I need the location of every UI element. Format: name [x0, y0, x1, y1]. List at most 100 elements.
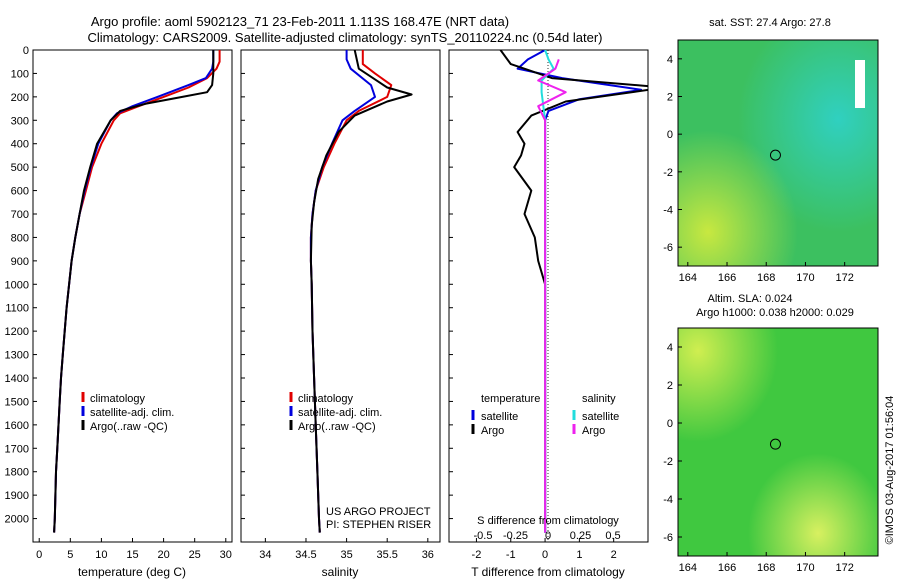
depth-tick-label: 1700 [5, 443, 29, 455]
depth-tick-label: 200 [11, 92, 29, 104]
s-diff-tick-label: 0.5 [605, 530, 620, 542]
salinity-lines [309, 50, 413, 533]
series-line-satellite-adj-clim- [309, 50, 376, 533]
sst-map-panel: sat. SST: 27.4 Argo: 27.8 164 166 168 170 17… [663, 17, 879, 284]
legend-header-temperature: temperature [481, 393, 540, 405]
depth-tick-label: 700 [11, 209, 29, 221]
difference-axis-ticks: -2 -1 0 1 2 [472, 538, 617, 561]
depth-tick-label: 300 [11, 115, 29, 127]
x-tick-label: 15 [126, 549, 138, 561]
difference-panel: -2 -1 0 1 2 -0.5 -0.25 0 0.25 0.5 temperature sal… [448, 49, 649, 579]
lat-tick-label: -4 [663, 494, 673, 506]
lon-tick-label: 170 [796, 562, 814, 574]
depth-tick-label: 1000 [5, 279, 29, 291]
sst-lon-ticks: 164 166 168 170 172 [679, 262, 854, 284]
depth-tick-label: 1900 [5, 490, 29, 502]
series-line-t-satellite [516, 50, 643, 533]
header-title-line2: Climatology: CARS2009. Satellite-adjuste… [88, 30, 603, 45]
lat-tick-label: -6 [663, 532, 673, 544]
lat-tick-label: -2 [663, 456, 673, 468]
series-line-climatology [309, 50, 393, 533]
x-tick-label: 35.5 [376, 549, 397, 561]
sst-missing-data [855, 60, 865, 108]
header-title-line1: Argo profile: aoml 5902123_71 23-Feb-201… [91, 14, 509, 29]
difference-lines [499, 50, 648, 533]
depth-tick-label: 400 [11, 139, 29, 151]
depth-tick-label: 500 [11, 162, 29, 174]
lat-tick-label: 2 [667, 380, 673, 392]
x-tick-label: 30 [220, 549, 232, 561]
depth-tick-label: 100 [11, 68, 29, 80]
x-tick-label: 34 [259, 549, 271, 561]
depth-tick-label: 1500 [5, 396, 29, 408]
imos-credit: ©IMOS 03-Aug-2017 01:56:04 [884, 396, 896, 545]
legend-label: satellite-adj. clim. [298, 407, 382, 419]
lat-tick-label: 0 [667, 129, 673, 141]
depth-tick-label: 800 [11, 232, 29, 244]
difference-xlabel: T difference from climatology [471, 565, 625, 579]
temperature-axis-ticks: 0 5 10 15 20 25 30 [36, 538, 232, 561]
lat-tick-label: -2 [663, 167, 673, 179]
lon-tick-label: 168 [757, 272, 775, 284]
series-line-s-argo [537, 59, 567, 533]
series-line-argo-raw-qc- [53, 50, 215, 533]
lon-tick-label: 164 [679, 272, 697, 284]
x-tick-label: 34.5 [295, 549, 316, 561]
legend-label: Argo [582, 425, 605, 437]
depth-tick-label: 1100 [5, 303, 29, 315]
depth-tick-label: 1400 [5, 373, 29, 385]
s-diff-tick-label: -0.25 [503, 530, 528, 542]
x-tick-label: 36 [422, 549, 434, 561]
x-tick-label: 1 [576, 549, 582, 561]
depth-tick-label: 1600 [5, 420, 29, 432]
depth-tick-label: 900 [11, 256, 29, 268]
depth-tick-label: 2000 [5, 514, 29, 526]
salinity-y-ticks [241, 49, 245, 520]
sst-lat-ticks: 4 2 0 -2 -4 -6 [663, 54, 682, 254]
sst-map-title: sat. SST: 27.4 Argo: 27.8 [709, 17, 831, 29]
temperature-panel: 0100200300400500600700800900100011001200… [5, 45, 233, 579]
x-tick-label: 2 [611, 549, 617, 561]
lat-tick-label: 4 [667, 342, 673, 354]
lat-tick-label: 0 [667, 418, 673, 430]
lat-tick-label: 2 [667, 92, 673, 104]
sst-profile-marker [769, 149, 781, 161]
legend-label: Argo [481, 425, 504, 437]
sla-lat-ticks: 4 2 0 -2 -4 -6 [663, 342, 682, 544]
x-tick-label: 35 [340, 549, 352, 561]
s-diff-tick-label: -0.5 [474, 530, 493, 542]
lat-tick-label: 4 [667, 54, 673, 66]
temperature-lines [53, 50, 221, 533]
series-line-satellite-adj-clim- [53, 50, 215, 533]
sla-map-frame [677, 327, 879, 557]
temperature-axes-frame [32, 49, 233, 543]
depth-tick-label: 1200 [5, 326, 29, 338]
lon-tick-label: 164 [679, 562, 697, 574]
salinity-legend: climatology satellite-adj. clim. Argo(..ra… [289, 392, 382, 433]
s-diff-tick-label: 0.25 [570, 530, 591, 542]
depth-tick-label: 0 [23, 45, 29, 57]
pi-annotation: PI: STEPHEN RISER [326, 519, 431, 531]
legend-header-salinity: salinity [582, 393, 616, 405]
project-annotation: US ARGO PROJECT [326, 506, 431, 518]
salinity-axes-frame [240, 49, 441, 543]
lon-tick-label: 172 [835, 562, 853, 574]
sla-yellow-patch-2 [678, 328, 878, 556]
lon-tick-label: 168 [757, 562, 775, 574]
x-tick-label: -2 [472, 549, 482, 561]
lon-tick-label: 172 [835, 272, 853, 284]
sla-map-subtitle: Argo h1000: 0.038 h2000: 0.029 [696, 307, 854, 319]
depth-axis-ticks: 0 100 200 300 400 500 600 700 800 900 1000 1100 1200… [5, 45, 37, 526]
x-tick-label: 5 [67, 549, 73, 561]
lon-tick-label: 170 [796, 272, 814, 284]
depth-tick-label: 1800 [5, 467, 29, 479]
s-difference-label: S difference from climatology [477, 515, 619, 527]
lon-tick-label: 166 [718, 272, 736, 284]
depth-tick-label: 1300 [5, 350, 29, 362]
sla-profile-marker [769, 438, 781, 450]
salinity-panel: 34 34.5 35 35.5 36 climatology satellite-adj.… [240, 49, 441, 579]
series-line-argo-raw-qc- [309, 50, 413, 533]
difference-legend: temperature salinity satellite Argo satellit… [471, 393, 619, 437]
sla-lon-ticks: 164 166 168 170 172 [679, 552, 854, 574]
